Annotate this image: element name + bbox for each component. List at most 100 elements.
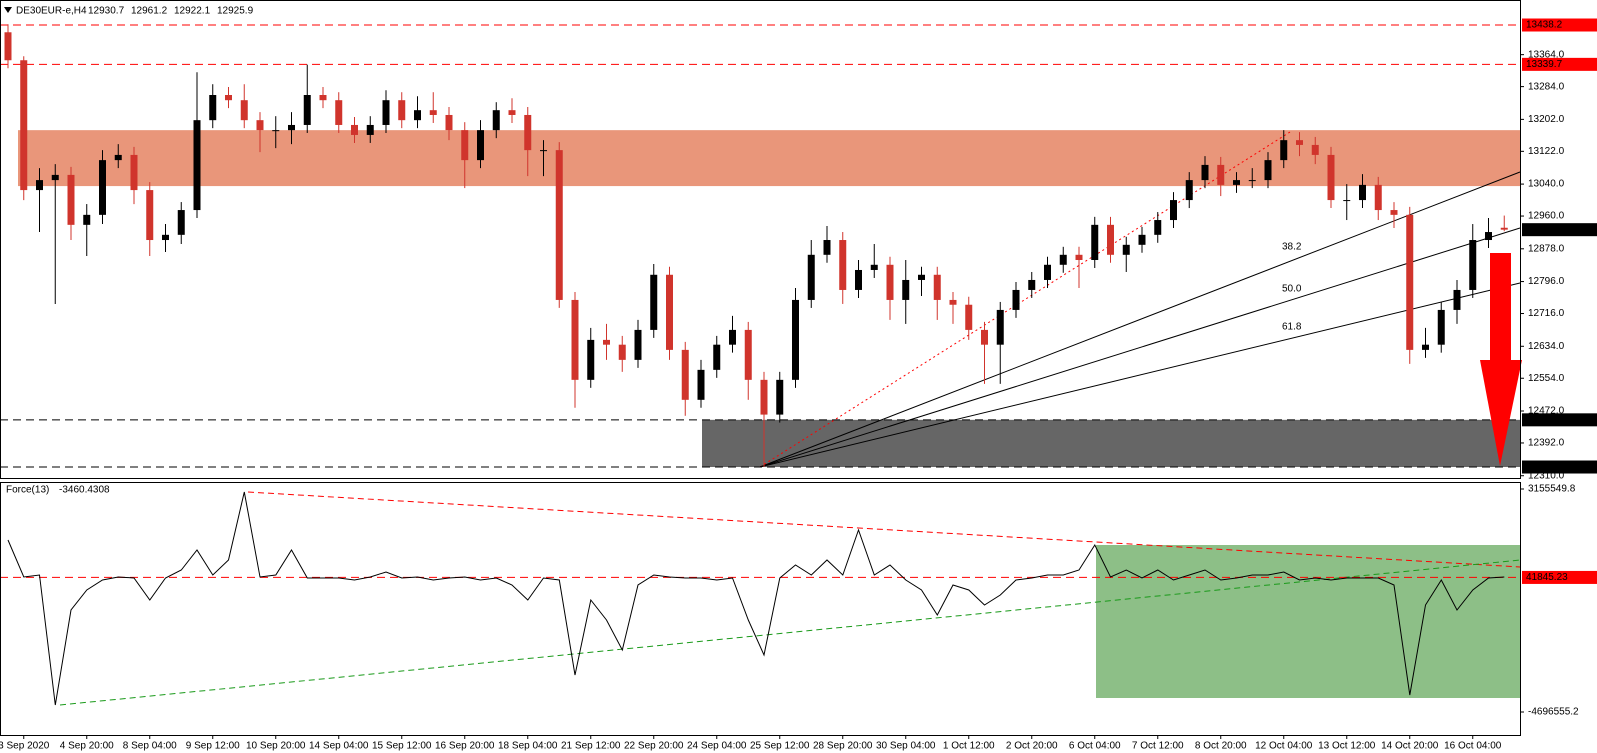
y-tick-label: 12716.0 [1528, 308, 1565, 319]
force-trendline [59, 559, 1521, 706]
candle-body [303, 95, 311, 125]
x-tick-label: 1 Oct 12:00 [943, 741, 995, 752]
fib-label: 38.2 [1282, 242, 1302, 253]
candle-body [225, 95, 232, 101]
candle-body [933, 274, 941, 300]
x-tick-label: 30 Sep 04:00 [876, 741, 936, 752]
candle-body [414, 110, 421, 121]
candle-body [555, 150, 563, 300]
candle-body [1406, 214, 1414, 350]
x-tick-label: 18 Sep 04:00 [498, 741, 558, 752]
y-tick-label: 12960.0 [1528, 211, 1565, 222]
candle-body [776, 379, 784, 415]
candle-body [1185, 180, 1193, 201]
force-frame [0, 482, 1521, 736]
candle-body [177, 210, 185, 235]
candle-body [587, 339, 595, 380]
candle-body [1264, 160, 1272, 181]
candle-body [20, 60, 28, 191]
down-arrow [1480, 253, 1522, 466]
candle-body [382, 100, 390, 125]
candle-body [272, 130, 280, 132]
candle-body [366, 124, 374, 135]
x-tick-label: 9 Sep 12:00 [186, 741, 240, 752]
candle-body [855, 269, 862, 290]
x-tick-label: 22 Sep 20:00 [624, 741, 684, 752]
candle-body [146, 190, 154, 241]
force-y-tick-label: -4696555.2 [1528, 707, 1579, 718]
candle-body [1201, 164, 1209, 181]
level-label: 13339.7 [1526, 59, 1563, 70]
x-tick-label: 14 Oct 20:00 [1381, 741, 1439, 752]
x-tick-label: 6 Oct 04:00 [1069, 741, 1121, 752]
candle-body [540, 150, 547, 152]
y-tick-label: 13122.0 [1528, 146, 1565, 157]
candle-body [1122, 244, 1130, 255]
candle-body [666, 274, 673, 350]
candle-body [36, 180, 43, 191]
candle-body [1154, 220, 1162, 235]
header-high: 12961.2 [131, 6, 168, 17]
candle-body [1469, 240, 1477, 290]
candle-body [162, 234, 169, 241]
candle-body [461, 130, 469, 161]
candle-body [1248, 180, 1256, 182]
candle-body [1028, 279, 1036, 290]
candle-body [1343, 200, 1351, 202]
collapse-icon [4, 7, 12, 13]
candle-body [1107, 224, 1114, 255]
candle-body [1359, 184, 1366, 201]
candle-body [351, 124, 358, 135]
candle-body [67, 174, 75, 225]
x-tick-label: 16 Sep 20:00 [435, 741, 495, 752]
candle-body [1374, 184, 1382, 211]
candles [4, 24, 1508, 468]
candle-body [1059, 254, 1067, 265]
last-price-box [1522, 223, 1597, 237]
candle-body [508, 110, 516, 115]
header-low: 12922.1 [174, 6, 211, 17]
candle-body [697, 369, 705, 400]
x-tick-label: 28 Sep 20:00 [813, 741, 873, 752]
candle-body [650, 274, 658, 330]
candle-body [1485, 232, 1492, 241]
x-tick-label: 8 Sep 04:00 [123, 741, 177, 752]
candle-body [618, 344, 626, 360]
candle-body [1170, 200, 1177, 221]
candle-body [398, 100, 406, 121]
candle-body [209, 95, 217, 121]
x-tick-label: 3 Sep 2020 [0, 741, 50, 752]
candle-body [1296, 140, 1303, 145]
x-tick-label: 25 Sep 12:00 [750, 741, 810, 752]
x-tick-label: 10 Sep 20:00 [246, 741, 306, 752]
y-tick-label: 13202.0 [1528, 114, 1565, 125]
candle-body [524, 114, 532, 151]
candle-body [1437, 309, 1445, 345]
y-tick-label: 13364.0 [1528, 49, 1565, 60]
y-tick-label: 12796.0 [1528, 276, 1565, 287]
candle-body [1500, 227, 1508, 230]
candle-body [792, 299, 799, 380]
y-tick-label: 13040.0 [1528, 179, 1565, 190]
candle-body [114, 154, 122, 161]
arrow-head [1480, 360, 1522, 466]
last-price-label: 12925.9 [1526, 224, 1563, 235]
x-tick-label: 15 Sep 12:00 [372, 741, 432, 752]
fib-fan: 38.2 50.0 61.8 [759, 131, 1521, 468]
candle-body [83, 214, 91, 225]
candle-body [981, 329, 988, 345]
candle-body [445, 114, 453, 131]
candle-body [130, 154, 138, 191]
fib-label: 61.8 [1282, 322, 1302, 333]
fib-fan-line [759, 227, 1521, 468]
fib-fan-line [759, 171, 1521, 468]
support-box [1522, 413, 1597, 427]
x-tick-label: 7 Oct 12:00 [1132, 741, 1184, 752]
force-y-tick-label: 3155549.8 [1528, 484, 1576, 495]
candle-body [870, 264, 878, 270]
candle-body [918, 274, 925, 280]
x-tick-label: 13 Oct 12:00 [1318, 741, 1376, 752]
level-box [1522, 57, 1597, 71]
candle-body [288, 124, 295, 131]
